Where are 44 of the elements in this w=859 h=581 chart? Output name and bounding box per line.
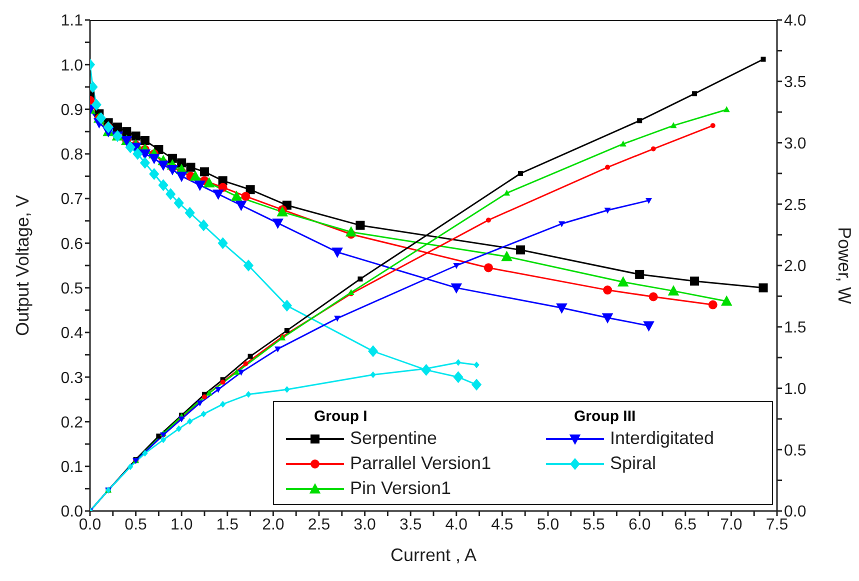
y-tick-label: 0.3 [60, 370, 84, 387]
annotation: Group III [574, 408, 637, 425]
y2-axis-title: Power, W [834, 226, 855, 304]
x-axis-title: Current , A [390, 545, 477, 565]
x-tick-label: 5.5 [582, 516, 606, 534]
x-tick-label: 3.0 [354, 516, 376, 534]
y-tick-label: 0.1 [60, 459, 84, 476]
y2-tick-label: 0.5 [784, 442, 806, 460]
y2-tick-label: 2.5 [784, 196, 806, 214]
annotation: Group I [314, 408, 368, 425]
y-tick-label: 0.2 [60, 414, 84, 432]
x-tick-label: 4.5 [491, 516, 514, 534]
x-tick-label: 1.5 [216, 516, 239, 534]
y2-tick-label: 1.0 [784, 380, 806, 398]
y-tick-label: 0.6 [60, 236, 84, 253]
y-tick-label: 1.1 [60, 12, 84, 30]
y-tick-label: 0.9 [60, 102, 84, 119]
legend-label: Parrallel Version1 [350, 453, 492, 474]
y2-tick-label: 3.0 [784, 135, 806, 152]
y-tick-label: 1.0 [60, 57, 84, 74]
legend-label: Interdigitated [610, 428, 714, 449]
x-tick-label: 1.0 [170, 516, 193, 534]
y2-tick-label: 4.0 [784, 12, 806, 30]
y2-tick-label: 3.5 [784, 74, 806, 92]
x-tick-label: 6.5 [674, 516, 697, 534]
x-tick-label: 0.0 [78, 516, 102, 534]
y-tick-label: 0.5 [60, 280, 84, 298]
x-tick-label: 6.0 [628, 516, 651, 534]
y-tick-label: 0.4 [60, 325, 84, 342]
legend-label: Serpentine [350, 428, 438, 449]
x-tick-label: 7.0 [720, 516, 742, 534]
y-tick-label: 0.7 [60, 191, 84, 208]
x-tick-label: 4.0 [445, 516, 468, 534]
legend-label: Spiral [610, 453, 656, 474]
y2-tick-label: 1.5 [784, 320, 806, 337]
y-tick-label: 0.8 [60, 146, 84, 164]
x-tick-label: 0.5 [124, 516, 148, 534]
x-tick-label: 3.5 [399, 516, 422, 534]
y2-tick-label: 2.0 [784, 258, 806, 276]
x-tick-label: 2.5 [308, 516, 330, 534]
legend-label: Pin Version1 [350, 478, 452, 499]
y-axis-title: Output Voltage, V [12, 194, 32, 336]
x-tick-label: 2.0 [262, 516, 284, 534]
x-tick-label: 5.0 [536, 516, 560, 534]
